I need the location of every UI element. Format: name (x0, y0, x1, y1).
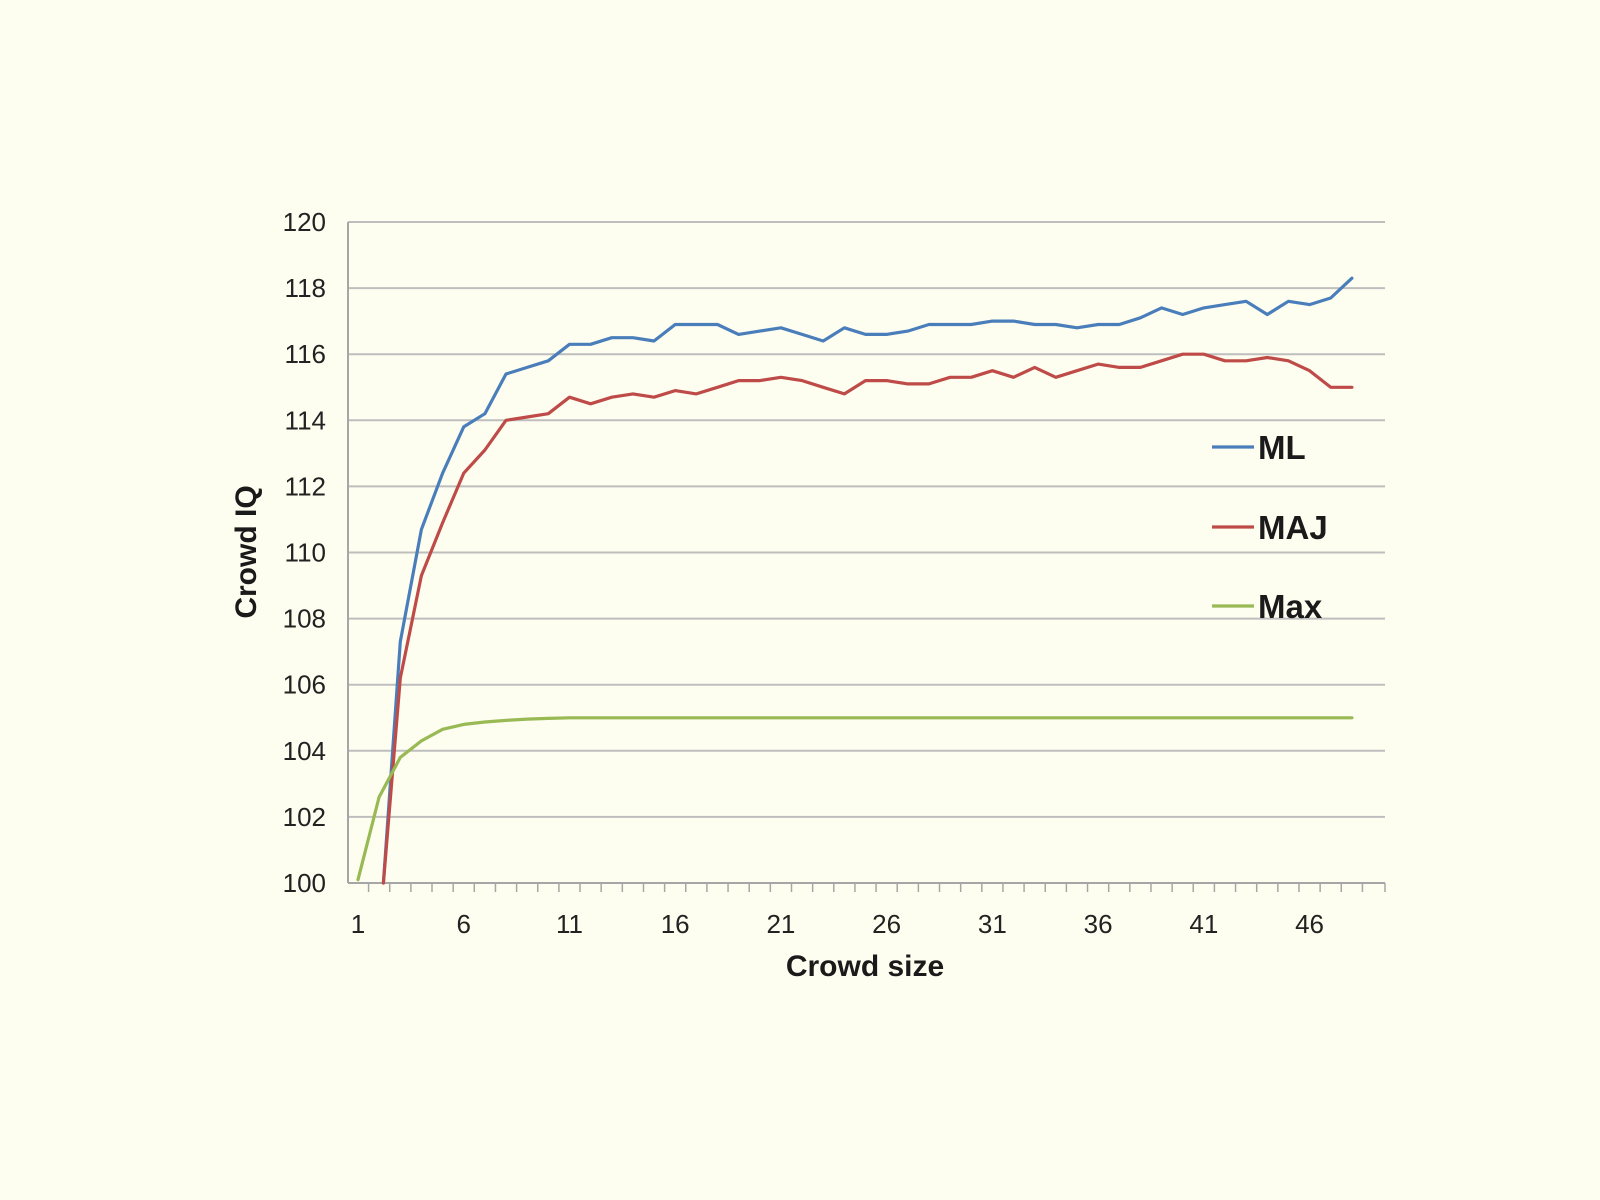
y-tick-label: 104 (283, 736, 326, 766)
y-tick-label: 112 (285, 471, 326, 501)
y-tick-label: 120 (283, 207, 326, 237)
x-tick-label: 1 (351, 909, 365, 939)
y-tick-label: 102 (283, 802, 326, 832)
series-line-maj (381, 352, 1354, 885)
legend-label-max: Max (1258, 588, 1323, 625)
y-tick-label: 100 (283, 868, 326, 898)
x-tick-label: 26 (872, 909, 901, 939)
series-line-max (356, 716, 1354, 882)
y-tick-label: 114 (285, 405, 326, 435)
x-tick-label: 46 (1295, 909, 1324, 939)
x-tick-label: 21 (766, 909, 795, 939)
series-lines (356, 276, 1354, 885)
x-tick-label: 16 (661, 909, 690, 939)
y-axis-title: Crowd IQ (230, 485, 263, 618)
gridlines (348, 221, 1385, 818)
x-tick-label: 6 (456, 909, 470, 939)
x-tick-label: 41 (1189, 909, 1218, 939)
x-tick-label: 11 (556, 909, 583, 939)
y-tick-label: 108 (283, 604, 326, 634)
y-tick-label: 106 (283, 670, 326, 700)
x-tick-label: 31 (978, 909, 1007, 939)
legend: ML MAJ Max (1212, 429, 1328, 625)
x-axis-title: Crowd size (786, 950, 944, 983)
x-tick-label: 36 (1084, 909, 1113, 939)
y-tick-label: 118 (285, 273, 326, 303)
y-tick-label: 116 (285, 339, 326, 369)
y-tick-label: 110 (285, 538, 326, 568)
series-line-ml (381, 276, 1354, 885)
legend-label-ml: ML (1258, 429, 1306, 466)
legend-label-maj: MAJ (1258, 509, 1328, 546)
